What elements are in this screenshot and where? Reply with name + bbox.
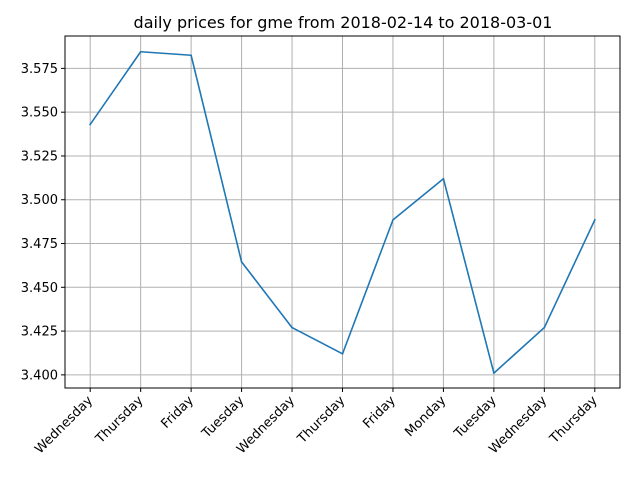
data-point xyxy=(139,50,142,53)
x-tick-label: Friday xyxy=(158,393,197,432)
x-tick-label: Thursday xyxy=(92,393,146,447)
y-tick-label: 3.475 xyxy=(21,237,58,252)
x-tick-label: Wednesday xyxy=(32,393,96,457)
x-tick-label: Tuesday xyxy=(451,393,500,442)
grid-lines xyxy=(65,36,620,388)
data-point xyxy=(543,326,546,329)
chart-title: daily prices for gme from 2018-02-14 to … xyxy=(134,13,553,32)
data-point xyxy=(392,219,394,221)
y-tick-label: 3.525 xyxy=(21,149,58,164)
y-tick-label: 3.575 xyxy=(21,62,58,77)
x-tick-label: Monday xyxy=(402,393,449,440)
y-tick-label: 3.450 xyxy=(21,281,58,296)
y-axis: 3.400 3.425 3.450 3.475 3.500 3.525 3.550 3.575 xyxy=(21,62,65,383)
x-tick-label: Thursday xyxy=(294,393,348,447)
data-point xyxy=(594,219,596,221)
y-tick-label: 3.550 xyxy=(21,106,58,121)
y-tick-label: 3.400 xyxy=(21,368,58,383)
x-tick-label: Thursday xyxy=(547,393,601,447)
data-point xyxy=(493,372,495,374)
data-point xyxy=(89,123,91,126)
data-point xyxy=(190,54,192,57)
y-tick-label: 3.425 xyxy=(21,325,58,340)
data-point xyxy=(341,353,344,355)
data-point xyxy=(442,177,445,180)
x-tick-label: Tuesday xyxy=(199,393,248,442)
x-tick-label: Friday xyxy=(360,393,399,432)
data-point xyxy=(240,261,243,263)
y-tick-label: 3.500 xyxy=(21,193,58,208)
data-point xyxy=(291,326,293,329)
series-layer xyxy=(89,50,596,374)
